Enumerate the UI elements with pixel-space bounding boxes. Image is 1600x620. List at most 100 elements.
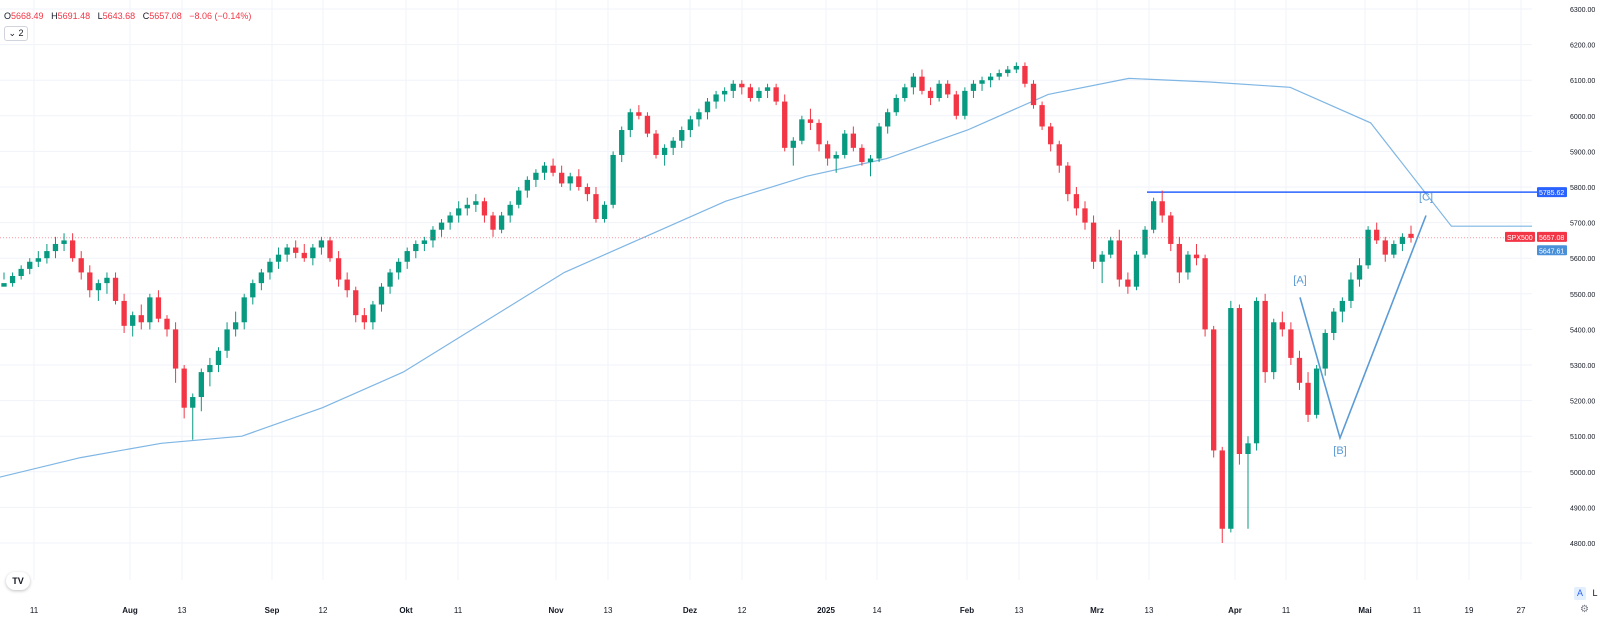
candle-body [1108,240,1114,255]
candle-body [516,190,522,205]
candle-body [1399,236,1406,244]
candle-body [1125,279,1131,287]
candle [147,293,153,330]
candle-body [44,251,50,259]
y-tick-label: 6300.00 [1570,7,1595,14]
candle [275,247,282,269]
candle [962,87,968,120]
candle [1056,140,1062,173]
candle-body [593,194,599,220]
candle [1065,162,1071,202]
candle [1099,251,1105,284]
candle [1211,325,1217,458]
candle [464,197,470,216]
candle-body [378,286,385,305]
y-tick-label: 5100.00 [1570,434,1595,441]
x-tick-label: Feb [960,606,974,615]
price-axis[interactable]: 6300.00 6200.00 6100.00 6000.00 5900.00 5800.… [1570,7,1595,548]
candle-body [224,329,230,351]
candle-body [447,215,453,223]
candle-body [919,76,925,91]
candle-body [95,283,102,291]
wave-label: [B] [1333,445,1346,457]
candle [1245,436,1251,529]
candle [704,98,711,120]
candle-body [232,322,239,330]
candle-body [704,101,711,113]
candle [533,169,539,187]
candle [258,268,265,291]
candle-body [807,119,814,123]
candle-body [335,258,342,280]
last-price-bg [1537,231,1567,242]
candle-body [481,201,488,216]
candle-body [816,122,822,145]
candle [78,251,84,280]
candle [893,94,899,116]
candle-body [1159,201,1165,216]
candle-body [1331,311,1337,333]
ma-price-label: 5647.61 [1539,248,1564,255]
candle-body [885,112,891,127]
x-tick-label: Mrz [1090,606,1104,615]
candle-body [138,315,144,323]
tradingview-logo[interactable]: TV [6,572,30,590]
candle [1305,372,1311,422]
candle-body [1185,254,1191,273]
candle [44,243,50,264]
candle-body [773,87,779,102]
candle [756,87,762,102]
candle-body [250,283,256,298]
candle-body [1339,300,1346,312]
candle-body [764,87,771,91]
price-tags: 5785.62 5657.08 5647.61 SPX500 [1505,187,1567,256]
candle [576,169,582,191]
candle-body [962,90,968,116]
candle-body [78,258,84,273]
candle-body [1048,126,1054,145]
y-tick-label: 5900.00 [1570,149,1595,156]
candle-body [1279,322,1285,330]
candle-body [1348,279,1354,301]
candle-body [1082,208,1088,223]
candle-body [421,240,428,244]
change-value: −8.06 (−0.14%) [189,11,252,21]
last-price-label: 5657.08 [1539,235,1564,242]
abc-wave-drawing[interactable]: [A] [B] [C] [1293,191,1433,457]
candle [1348,272,1354,309]
time-axis[interactable]: 11 Aug 13 Sep 12 Okt 11 Nov 13 Dez 12 2025 14 Feb 13 Mr… [30,606,1526,615]
candle [876,122,882,163]
candle-body [627,112,633,131]
x-tick-label: Sep [265,606,280,615]
candle-body [1288,329,1294,358]
candle-body [1313,368,1320,415]
candle [1356,258,1363,287]
candle [1116,229,1122,287]
candle [130,311,136,337]
candle-body [824,144,831,159]
candle-body [27,261,33,269]
candle-body [1382,240,1388,255]
candle-body [104,277,110,284]
candle-body [687,119,694,131]
candle-body [1168,215,1174,244]
candle [721,87,728,102]
candle-body [1005,69,1011,74]
candle-body [361,315,367,323]
log-scale-button[interactable]: L [1592,588,1598,598]
indicators-toggle-button[interactable]: ⌄ 2 [4,26,28,41]
candle-body [696,112,702,120]
candle [353,286,359,323]
candle [550,158,556,177]
auto-scale-button[interactable]: A [1574,587,1586,600]
candle [1408,225,1414,243]
candle [387,268,393,294]
candle [1185,251,1191,280]
candle [696,108,702,127]
candle [1125,272,1131,294]
candle [1391,240,1397,259]
gear-icon[interactable]: ⚙ [1580,604,1589,615]
candle-body [430,229,436,241]
candle [104,272,110,294]
